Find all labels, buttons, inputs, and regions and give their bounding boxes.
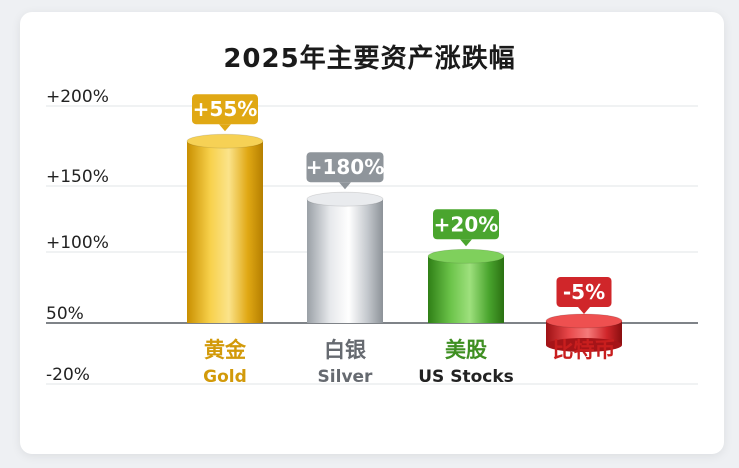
y-tick-label: +200% [46, 87, 109, 107]
bar [307, 199, 383, 323]
bar-bottom [546, 338, 622, 352]
y-tick-label: 50% [46, 304, 84, 324]
bar-top [186, 133, 264, 149]
category-label-cn: 黄金 [204, 338, 247, 362]
category-label-en: Gold [203, 367, 247, 387]
chart-title: 2025年主要资产涨跌幅 [223, 44, 516, 74]
category-label-cn: 白银 [324, 338, 367, 362]
value-badge [433, 209, 499, 240]
bar [187, 141, 263, 323]
value-badge [192, 94, 258, 125]
badge-pointer [339, 182, 351, 190]
data-label: +20% [434, 212, 499, 236]
badge-pointer [219, 124, 231, 132]
value-badge [556, 277, 612, 307]
data-label: -5% [563, 280, 605, 304]
category-label-cn: 比特币 [553, 338, 616, 362]
y-tick-label: +150% [46, 167, 109, 187]
badge-pointer [578, 307, 590, 314]
data-label: +180% [306, 155, 385, 179]
category-label-en: US Stocks [418, 367, 514, 387]
data-label: +55% [193, 97, 258, 121]
bar [428, 256, 504, 323]
bar-top [427, 248, 505, 264]
y-tick-label: -20% [46, 365, 90, 385]
y-tick-label: +100% [46, 233, 109, 253]
bar-top [306, 191, 384, 207]
category-label-cn: 美股 [445, 338, 487, 362]
badge-pointer [460, 239, 472, 247]
category-label-en: Silver [318, 367, 374, 387]
bar-top [545, 313, 623, 329]
value-badge [306, 152, 384, 183]
